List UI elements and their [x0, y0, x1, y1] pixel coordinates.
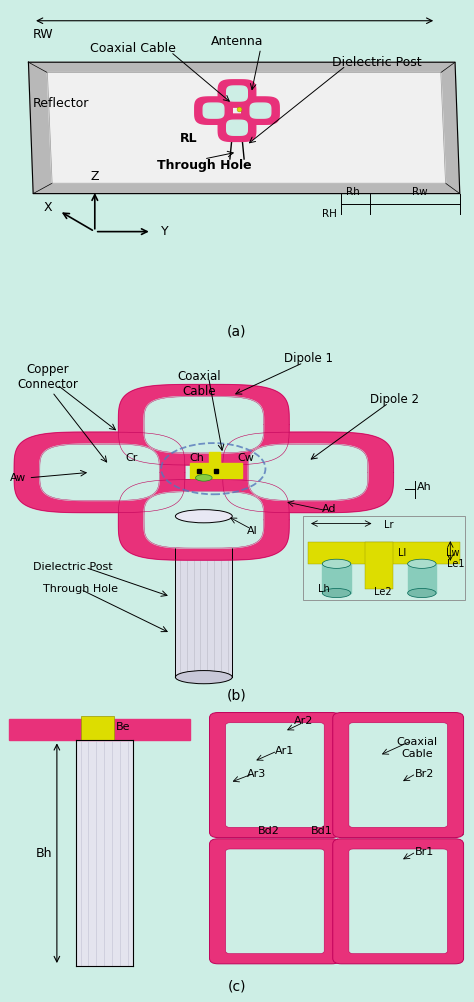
Text: Dipole 1: Dipole 1	[284, 353, 333, 366]
Polygon shape	[144, 492, 264, 548]
Ellipse shape	[175, 670, 232, 683]
FancyBboxPatch shape	[349, 722, 447, 828]
FancyBboxPatch shape	[226, 722, 324, 828]
Text: Dielectric Post: Dielectric Post	[332, 56, 421, 69]
Polygon shape	[308, 542, 460, 564]
Text: Reflector: Reflector	[33, 97, 90, 110]
FancyBboxPatch shape	[349, 849, 447, 954]
Polygon shape	[227, 86, 247, 101]
Polygon shape	[322, 564, 351, 593]
Text: Aw: Aw	[9, 473, 26, 483]
Polygon shape	[28, 62, 460, 193]
Text: (b): (b)	[227, 688, 247, 702]
Text: Bd1: Bd1	[310, 826, 332, 836]
Text: Br1: Br1	[415, 847, 434, 857]
Polygon shape	[118, 480, 289, 560]
Text: Copper
Connector: Copper Connector	[17, 363, 78, 391]
Polygon shape	[227, 120, 247, 135]
Text: Ar1: Ar1	[275, 746, 294, 756]
Text: Rw: Rw	[412, 187, 428, 197]
Polygon shape	[190, 463, 242, 478]
Ellipse shape	[175, 510, 232, 523]
Text: Ar3: Ar3	[246, 769, 266, 779]
Text: Antenna: Antenna	[211, 35, 263, 48]
Ellipse shape	[408, 588, 436, 597]
Text: Bh: Bh	[36, 847, 52, 860]
Ellipse shape	[322, 559, 351, 568]
Polygon shape	[14, 432, 185, 513]
Polygon shape	[218, 114, 256, 141]
Polygon shape	[118, 385, 289, 465]
Text: Lw: Lw	[447, 548, 460, 558]
Text: Dielectric Post: Dielectric Post	[33, 562, 113, 572]
Bar	[303, 516, 465, 600]
Polygon shape	[248, 444, 368, 501]
Polygon shape	[408, 564, 436, 593]
Text: (c): (c)	[228, 980, 246, 994]
Text: RL: RL	[180, 132, 198, 144]
Text: Lh: Lh	[318, 584, 329, 594]
Polygon shape	[203, 103, 224, 118]
Text: Through Hole: Through Hole	[43, 584, 118, 594]
Text: Coaxial Cable: Coaxial Cable	[90, 42, 176, 55]
Polygon shape	[9, 719, 190, 740]
Text: Ar2: Ar2	[294, 716, 313, 725]
Text: RH: RH	[322, 209, 337, 219]
Text: Cw: Cw	[237, 453, 254, 463]
Text: Le1: Le1	[447, 559, 465, 569]
Text: Br2: Br2	[415, 769, 434, 779]
Polygon shape	[209, 452, 220, 463]
Polygon shape	[81, 716, 114, 740]
Text: RW: RW	[33, 28, 54, 41]
Text: Coaxial
Cable: Coaxial Cable	[177, 370, 221, 398]
Text: X: X	[44, 201, 52, 213]
Polygon shape	[242, 97, 279, 124]
Polygon shape	[76, 740, 133, 966]
Polygon shape	[47, 72, 446, 183]
Text: Ll: Ll	[398, 548, 406, 558]
Ellipse shape	[408, 559, 436, 568]
Polygon shape	[365, 542, 393, 589]
Text: Be: Be	[116, 722, 131, 731]
Polygon shape	[195, 97, 232, 124]
Text: Ah: Ah	[417, 482, 432, 492]
Text: Ad: Ad	[322, 504, 337, 514]
FancyBboxPatch shape	[226, 849, 324, 954]
Text: (a): (a)	[227, 325, 247, 339]
Polygon shape	[218, 80, 256, 107]
Text: Rh: Rh	[346, 187, 360, 197]
Text: Through Hole: Through Hole	[156, 159, 251, 172]
Polygon shape	[144, 397, 264, 453]
Text: Z: Z	[91, 170, 99, 183]
Polygon shape	[175, 516, 232, 677]
Text: Y: Y	[161, 225, 169, 238]
Text: Al: Al	[246, 526, 257, 536]
Text: Cr: Cr	[125, 453, 137, 463]
Text: Ch: Ch	[190, 453, 204, 463]
Polygon shape	[250, 103, 271, 118]
Text: Le2: Le2	[374, 587, 392, 597]
FancyBboxPatch shape	[333, 712, 464, 838]
FancyBboxPatch shape	[333, 839, 464, 964]
Text: Dipole 2: Dipole 2	[370, 393, 419, 406]
Text: Bd2: Bd2	[258, 826, 280, 836]
Polygon shape	[40, 444, 159, 501]
Polygon shape	[223, 432, 393, 513]
Ellipse shape	[322, 588, 351, 597]
Ellipse shape	[195, 475, 212, 481]
Text: Lr: Lr	[384, 520, 393, 530]
FancyBboxPatch shape	[210, 839, 340, 964]
FancyBboxPatch shape	[210, 712, 340, 838]
Text: Coaxial
Cable: Coaxial Cable	[397, 737, 438, 760]
